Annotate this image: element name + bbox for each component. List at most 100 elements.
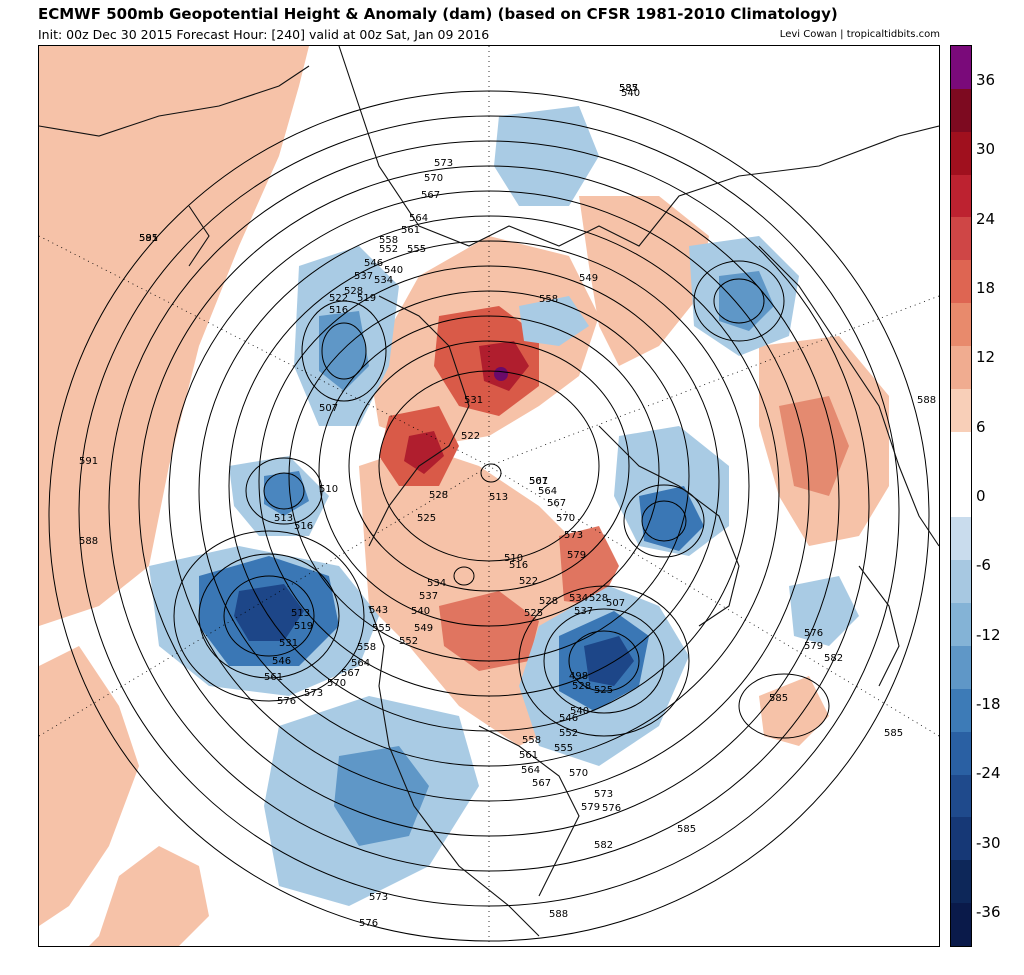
contour-label: 546 [559,713,578,724]
contour-label: 516 [329,305,348,316]
contour-label: 585 [619,83,638,94]
colorbar-band [951,346,971,390]
contour-label: 588 [549,909,568,920]
contour-label: 540 [411,606,430,617]
contour-label: 510 [319,484,338,495]
colorbar-band [951,517,971,561]
positive-anomaly-areas [39,46,889,946]
contour-label: 570 [327,678,346,689]
contour-label: 528 [589,593,608,604]
colorbar-tick-label: 6 [976,417,986,436]
colorbar-tick-label: 18 [976,279,996,297]
contour-label: 576 [602,803,621,814]
contour-label: 546 [364,258,383,269]
contour-label: 537 [619,83,638,94]
contour-label: 582 [594,840,613,851]
contour-label: 531 [464,395,483,406]
contour-label: 528 [429,490,448,501]
colorbar-band [951,46,971,90]
contour-label: 546 [272,656,291,667]
colorbar-tick-label: 30 [976,140,996,159]
contour-label: 531 [279,638,298,649]
contour-label: 567 [341,668,360,679]
contour-label: 591 [139,233,158,244]
contour-label: 579 [804,641,823,652]
contour-label: 570 [556,513,575,524]
contour-label: 558 [522,735,541,746]
contour-label: 576 [359,918,378,929]
colorbar-band [951,903,971,947]
contour-label: 579 [581,802,600,813]
colorbar-band [951,431,971,476]
colorbar-band [951,860,971,904]
contour-label: 549 [579,273,598,284]
contour-label: 528 [344,286,363,297]
contour-label: 525 [594,685,613,696]
contour-label: 522 [461,431,480,442]
contour-label: 564 [521,765,540,776]
contour-label: 534 [569,593,588,604]
contour-label: 540 [570,706,589,717]
colorbar-band [951,646,971,690]
colorbar-band [951,174,971,218]
contour-label: 528 [539,596,558,607]
colorbar-tick-label: -12 [976,625,1001,644]
contour-label: 522 [519,576,538,587]
grid-meridians [39,46,939,946]
contour-label: 537 [574,606,593,617]
contour-label: 579 [567,550,586,561]
contour-label: 561 [529,476,548,487]
contour-label: 543 [369,605,388,616]
colorbar-tick-label: -36 [976,903,1001,921]
contour-label: 558 [539,294,558,305]
contour-label: 567 [532,778,551,789]
colorbar-band [951,88,971,133]
contour-label: 519 [357,293,376,304]
colorbar-tick-label: -24 [976,764,1001,783]
contour-label: 534 [374,275,393,286]
colorbar-tick-label: -18 [976,695,1001,713]
contour-label: 552 [399,636,418,647]
colorbar-band [951,731,971,776]
contour-label: 510 [504,553,523,564]
contour-label: 567 [547,498,566,509]
contour-label: 540 [621,88,640,99]
contour-label: 558 [379,235,398,246]
contour-label: 585 [884,728,903,739]
contour-label: 564 [351,658,370,669]
contour-label: 588 [79,536,98,547]
contour-label: 564 [538,486,557,497]
colorbar-band [951,388,971,433]
contour-label: 519 [294,621,313,632]
contour-label: 582 [824,653,843,664]
contour-label: 561 [519,750,538,761]
contour-label: 537 [354,271,373,282]
contour-label: 561 [264,672,283,683]
contour-label: 585 [139,233,158,244]
contour-label: 573 [434,158,453,169]
contour-label: 513 [489,492,508,503]
contour-label: 534 [427,578,446,589]
contour-label: 573 [304,688,323,699]
contour-label: 567 [421,190,440,201]
contour-label: 555 [372,623,391,634]
colorbar-tick-label: -30 [976,833,1001,852]
contour-label: 522 [329,293,348,304]
contour-label: 525 [524,608,543,619]
contour-label: 573 [594,789,613,800]
contour-label: 507 [529,476,548,487]
colorbar-tick-label: 0 [976,487,986,505]
contour-label: 549 [414,623,433,634]
contour-label: 570 [569,768,588,779]
contour-label: 585 [677,824,696,835]
map-subtitle: Init: 00z Dec 30 2015 Forecast Hour: [24… [38,27,490,42]
contour-label: 555 [407,244,426,255]
colorbar-band [951,560,971,604]
colorbar-band [951,817,971,861]
colorbar-band [951,260,971,304]
colorbar-tick-label: -6 [976,556,991,575]
coastlines [39,46,939,937]
colorbar-tick-label: 12 [976,348,996,367]
contour-label: 573 [369,892,388,903]
contour-label: 513 [291,608,310,619]
